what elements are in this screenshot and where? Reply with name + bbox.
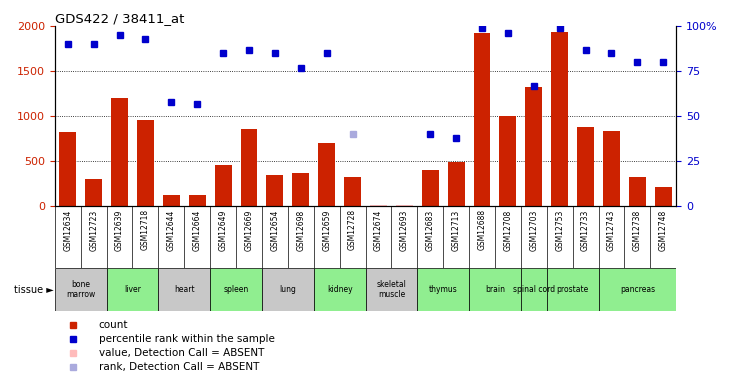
Bar [86, 179, 102, 206]
Bar [59, 132, 76, 206]
Text: percentile rank within the sample: percentile rank within the sample [99, 334, 275, 344]
Text: GSM12738: GSM12738 [633, 209, 642, 251]
Text: heart: heart [174, 285, 194, 294]
Text: GSM12649: GSM12649 [219, 209, 227, 251]
Bar [469, 268, 520, 311]
Text: skeletal
muscle: skeletal muscle [376, 280, 406, 299]
Bar [474, 33, 491, 206]
Bar [267, 175, 284, 206]
Bar [417, 268, 469, 311]
Bar [163, 195, 180, 206]
Text: GSM12669: GSM12669 [244, 209, 254, 251]
Bar [107, 268, 159, 311]
Bar [655, 188, 672, 206]
Text: thymus: thymus [429, 285, 458, 294]
Bar [603, 130, 620, 206]
Text: GSM12723: GSM12723 [89, 209, 98, 251]
Bar [577, 127, 594, 206]
Text: prostate: prostate [556, 285, 588, 294]
Text: GSM12743: GSM12743 [607, 209, 616, 251]
Text: bone
marrow: bone marrow [66, 280, 95, 299]
Text: GSM12634: GSM12634 [64, 209, 72, 251]
Text: GSM12674: GSM12674 [374, 209, 383, 251]
Bar [292, 173, 309, 206]
Text: tissue ►: tissue ► [14, 285, 53, 295]
Text: spleen: spleen [224, 285, 249, 294]
Text: pancreas: pancreas [620, 285, 655, 294]
Text: GSM12644: GSM12644 [167, 209, 176, 251]
Text: GSM12748: GSM12748 [659, 209, 667, 251]
Text: GSM12659: GSM12659 [322, 209, 331, 251]
Text: GSM12703: GSM12703 [529, 209, 538, 251]
Text: liver: liver [124, 285, 141, 294]
Bar [262, 268, 314, 311]
Text: value, Detection Call = ABSENT: value, Detection Call = ABSENT [99, 348, 264, 358]
Bar [240, 129, 257, 206]
Text: spinal cord: spinal cord [512, 285, 555, 294]
Bar [55, 268, 107, 311]
Bar [629, 177, 645, 206]
Text: GSM12698: GSM12698 [296, 209, 306, 251]
Bar [422, 170, 439, 206]
Text: GSM12713: GSM12713 [452, 209, 461, 251]
Text: GSM12718: GSM12718 [141, 209, 150, 251]
Text: GSM12664: GSM12664 [193, 209, 202, 251]
Bar [211, 268, 262, 311]
Text: GSM12728: GSM12728 [348, 209, 357, 251]
Text: GSM12733: GSM12733 [581, 209, 590, 251]
Text: GSM12693: GSM12693 [400, 209, 409, 251]
Text: GSM12639: GSM12639 [115, 209, 124, 251]
Bar [111, 98, 128, 206]
Bar [521, 268, 547, 311]
Bar [159, 268, 211, 311]
Bar [344, 177, 361, 206]
Bar [318, 143, 335, 206]
Bar [215, 165, 232, 206]
Text: GSM12683: GSM12683 [425, 209, 435, 251]
Text: GSM12753: GSM12753 [555, 209, 564, 251]
Text: GSM12654: GSM12654 [270, 209, 279, 251]
Bar [547, 268, 599, 311]
Bar [314, 268, 366, 311]
Text: rank, Detection Call = ABSENT: rank, Detection Call = ABSENT [99, 362, 259, 372]
Bar [526, 87, 542, 206]
Text: brain: brain [485, 285, 505, 294]
Bar [447, 162, 464, 206]
Bar [137, 120, 154, 206]
Text: lung: lung [279, 285, 296, 294]
Text: GSM12688: GSM12688 [477, 209, 487, 251]
Text: GDS422 / 38411_at: GDS422 / 38411_at [55, 12, 184, 25]
Bar [551, 32, 568, 206]
Bar [599, 268, 676, 311]
Bar [366, 268, 417, 311]
Text: GSM12708: GSM12708 [504, 209, 512, 251]
Bar [189, 195, 205, 206]
Text: count: count [99, 320, 128, 330]
Text: kidney: kidney [327, 285, 352, 294]
Bar [499, 116, 516, 206]
